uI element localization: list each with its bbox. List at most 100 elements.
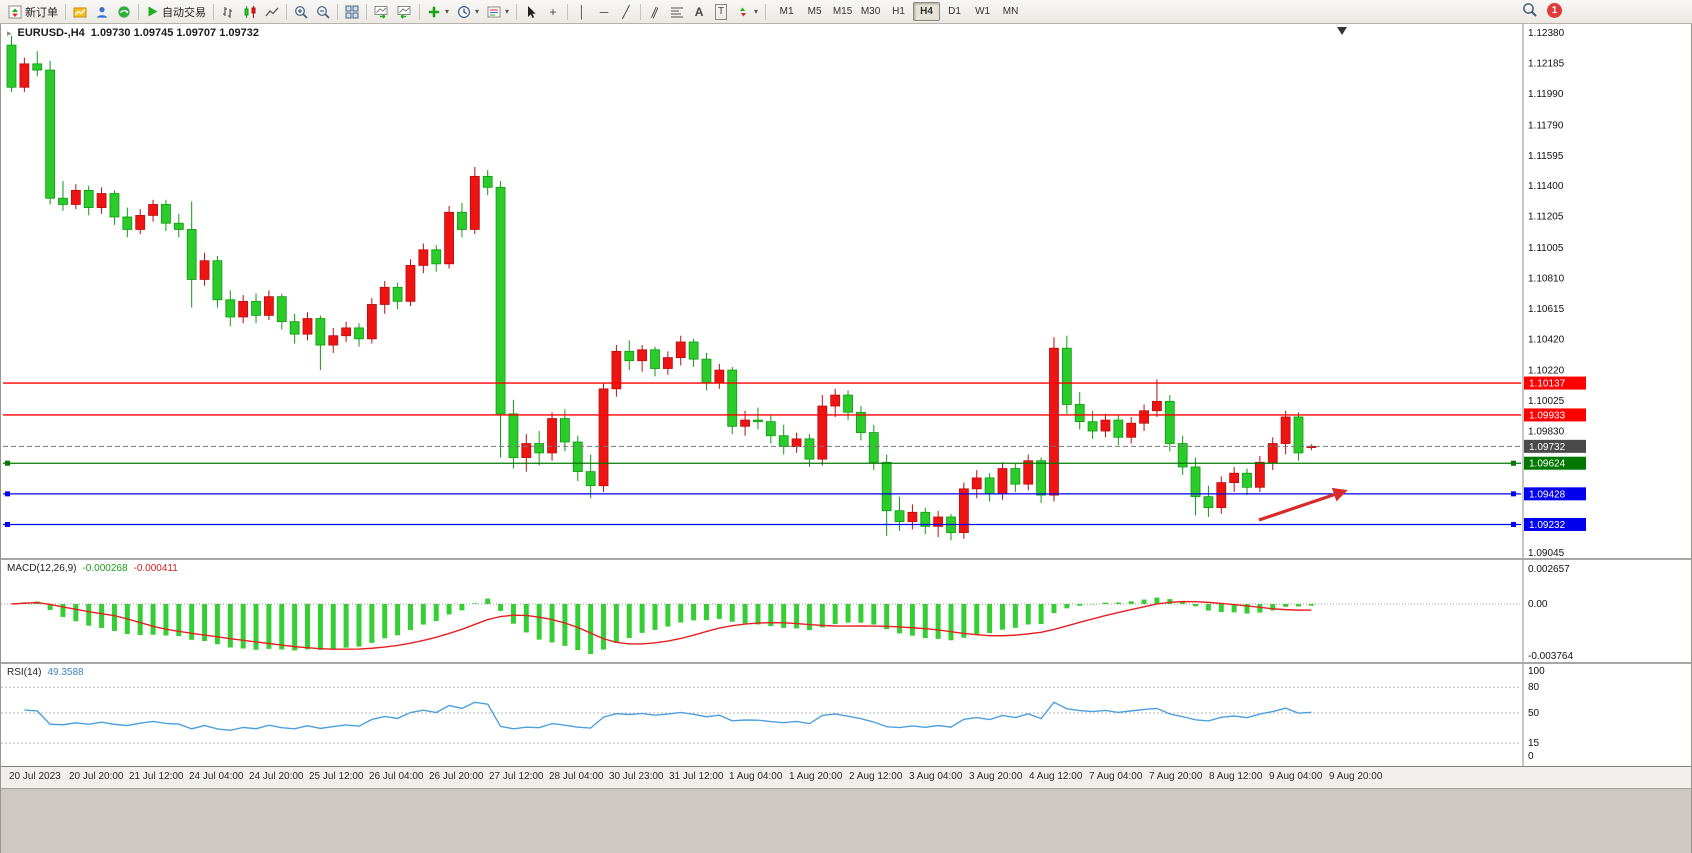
separator xyxy=(516,3,518,20)
search-icon[interactable] xyxy=(1522,2,1538,18)
time-label: 4 Aug 12:00 xyxy=(1029,771,1083,782)
trendline-button[interactable]: ╱ xyxy=(615,2,637,22)
level-handle[interactable] xyxy=(1511,460,1516,466)
level-handle[interactable] xyxy=(5,460,10,466)
text-label-button[interactable]: T xyxy=(710,2,732,22)
zoom-out-icon xyxy=(317,5,330,19)
time-label: 9 Aug 20:00 xyxy=(1329,771,1383,782)
time-label: 3 Aug 04:00 xyxy=(909,771,963,782)
price-tick: 1.10025 xyxy=(1528,396,1565,407)
price-marker-box xyxy=(1524,439,1586,453)
horizontal-line-icon: ─ xyxy=(599,4,609,19)
candlestick-chart-button[interactable] xyxy=(239,2,261,22)
price-marker-box xyxy=(1524,517,1586,531)
macd-main-value: -0.000268 xyxy=(82,563,128,574)
zoom-out-button[interactable] xyxy=(312,2,334,22)
price-tick: 1.12185 xyxy=(1528,59,1565,70)
arrows-button[interactable]: ▾ xyxy=(732,2,762,22)
chevron-down-icon: ▾ xyxy=(505,7,510,16)
price-marker-label: 1.09428 xyxy=(1529,489,1566,500)
zoom-in-button[interactable] xyxy=(290,2,312,22)
time-label: 25 Jul 12:00 xyxy=(309,771,364,782)
auto-scroll-button[interactable] xyxy=(370,2,393,22)
macd-histogram xyxy=(21,597,1314,654)
vertical-line-button[interactable]: │ xyxy=(571,2,593,22)
tile-windows-button[interactable] xyxy=(341,2,363,22)
auto-scroll-icon xyxy=(374,5,388,19)
separator xyxy=(765,3,767,20)
timeframe-W1[interactable]: W1 xyxy=(975,6,991,17)
one-click-trading-toggle[interactable]: ▸ xyxy=(7,27,12,38)
time-label: 21 Jul 12:00 xyxy=(129,771,184,782)
rsi-canvas[interactable]: 100 80 50 15 0 xyxy=(1,664,1692,766)
candles xyxy=(6,35,1317,541)
profile-button[interactable] xyxy=(69,2,91,22)
crosshair-button[interactable]: + xyxy=(542,2,564,22)
time-label: 9 Aug 04:00 xyxy=(1269,771,1323,782)
indicators-button[interactable]: ▾ xyxy=(423,2,453,22)
new-order-button[interactable]: 新订单 xyxy=(4,2,62,22)
fibonacci-button[interactable] xyxy=(666,2,688,22)
timeframe-group: M1 M5 M15 M30 H1 H4 D1 W1 MN xyxy=(773,2,1024,21)
price-tick: 1.11400 xyxy=(1528,181,1564,192)
separator xyxy=(567,3,569,20)
toolbar-right-group: 1 xyxy=(1522,2,1562,18)
channel-button[interactable]: ∥ xyxy=(644,2,666,22)
timeframe-D1[interactable]: D1 xyxy=(948,6,961,17)
globe-icon xyxy=(118,5,130,18)
timeframe-M15[interactable]: M15 xyxy=(832,6,853,17)
zoom-in-icon xyxy=(295,5,308,19)
chart-title: EURUSD-,H4 xyxy=(17,27,85,39)
time-label: 27 Jul 12:00 xyxy=(489,771,544,782)
bar-chart-icon xyxy=(223,6,232,18)
macd-canvas[interactable]: 0.002657 0.00 -0.003764 xyxy=(1,560,1692,662)
level-handle[interactable] xyxy=(1511,491,1516,497)
level-handle[interactable] xyxy=(1511,521,1516,527)
main-chart-panel: 1.12380 1.12185 1.11990 1.11790 1.11595 1.114… xyxy=(1,24,1691,558)
main-chart-canvas[interactable]: 1.12380 1.12185 1.11990 1.11790 1.11595 1.114… xyxy=(1,24,1692,558)
timeframe-H1[interactable]: H1 xyxy=(892,6,905,17)
chart-ohlc: 1.09730 1.09745 1.09707 1.09732 xyxy=(90,27,259,39)
time-label: 24 Jul 04:00 xyxy=(189,771,244,782)
price-tick: 1.11005 xyxy=(1528,243,1564,254)
mql5-button[interactable] xyxy=(113,2,135,22)
text-button[interactable]: A xyxy=(688,2,710,22)
arrows-icon xyxy=(740,7,747,16)
channel-icon: ∥ xyxy=(649,3,661,20)
community-button[interactable] xyxy=(91,2,113,22)
chart-window: 1.12380 1.12185 1.11990 1.11790 1.11595 1.114… xyxy=(0,24,1692,853)
cursor-button[interactable] xyxy=(520,2,542,22)
rsi-axis-label: 50 xyxy=(1528,708,1540,719)
line-chart-icon xyxy=(265,7,279,16)
periods-button[interactable]: ▾ xyxy=(453,2,483,22)
vertical-line-icon: │ xyxy=(578,4,586,19)
new-order-icon xyxy=(8,5,22,18)
time-label: 20 Jul 2023 xyxy=(9,771,61,782)
timeframe-M30[interactable]: M30 xyxy=(860,6,881,17)
time-label: 7 Aug 20:00 xyxy=(1149,771,1203,782)
templates-button[interactable]: ▾ xyxy=(483,2,513,22)
price-marker-box xyxy=(1524,376,1586,390)
time-axis[interactable]: 20 Jul 2023 20 Jul 20:00 21 Jul 12:00 24 Ju… xyxy=(1,766,1691,788)
autotrading-button[interactable]: 自动交易 xyxy=(142,2,210,22)
line-chart-button[interactable] xyxy=(261,2,283,22)
horizontal-line-button[interactable]: ─ xyxy=(593,2,615,22)
notification-badge[interactable]: 1 xyxy=(1547,2,1562,18)
annotation-arrow[interactable] xyxy=(1258,487,1348,522)
time-label: 8 Aug 12:00 xyxy=(1209,771,1263,782)
chart-shift-button[interactable] xyxy=(393,2,416,22)
price-marker-label: 1.09933 xyxy=(1529,410,1566,421)
price-tick: 1.10615 xyxy=(1528,304,1565,315)
timeframe-M1[interactable]: M1 xyxy=(779,6,794,17)
rsi-axis-label: 80 xyxy=(1528,682,1540,693)
timeframe-M5[interactable]: M5 xyxy=(807,6,822,17)
level-handle[interactable] xyxy=(5,521,10,527)
macd-axis-label: -0.003764 xyxy=(1528,651,1573,662)
timeframe-MN[interactable]: MN xyxy=(1002,6,1019,17)
macd-name: MACD(12,26,9) xyxy=(7,563,77,574)
price-tick: 1.09830 xyxy=(1528,427,1565,438)
level-handle[interactable] xyxy=(5,491,10,497)
indicators-plus-icon xyxy=(428,6,440,17)
timeframe-H4[interactable]: H4 xyxy=(913,2,941,21)
bar-chart-button[interactable] xyxy=(217,2,239,22)
